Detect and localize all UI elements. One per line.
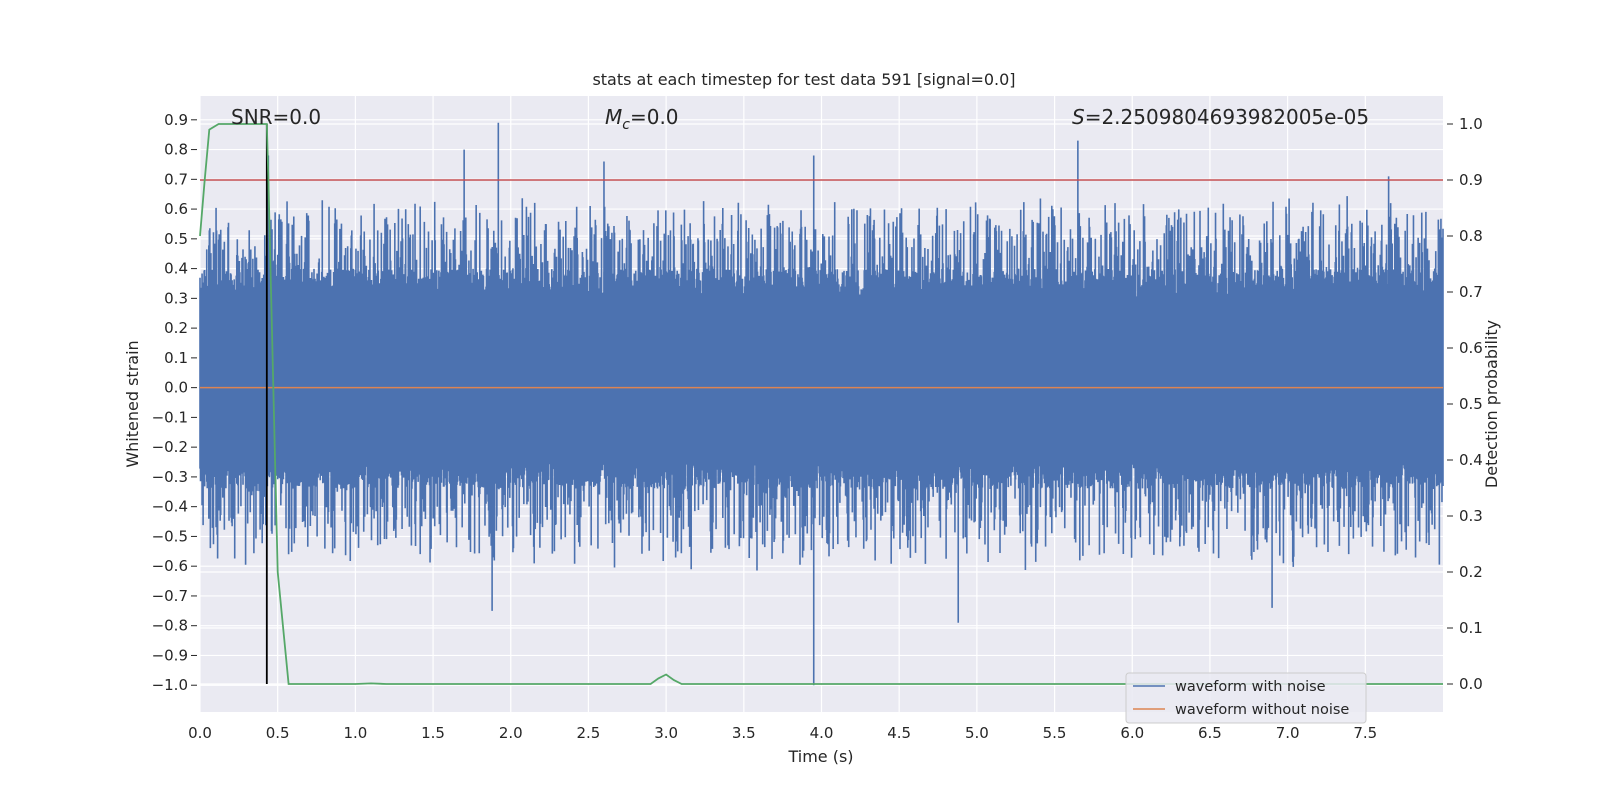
y-left-tick-label: −0.6 [152, 557, 188, 575]
y-left-tick-label: 0.3 [164, 289, 188, 307]
chirp-mass-symbol: M [605, 105, 622, 129]
y-left-tick-label: 0.0 [164, 379, 188, 397]
chirp-mass-annotation: Mc=0.0 [605, 105, 679, 133]
legend-box [1125, 672, 1367, 724]
legend: waveform with noise waveform without noi… [1125, 672, 1367, 724]
y-left-tick-label: −1.0 [152, 676, 188, 694]
x-tick-label: 2.5 [577, 724, 601, 742]
y-left-tick-label: 0.6 [164, 200, 188, 218]
x-tick-label: 7.5 [1353, 724, 1377, 742]
series-detection-probability [199, 123, 1443, 685]
y-left-tick-label: −0.3 [152, 468, 188, 486]
y-left-tick-label: 0.9 [164, 111, 188, 129]
s-symbol: S [1072, 105, 1085, 129]
y-left-tick-label: −0.9 [152, 646, 188, 664]
y-right-tick-label: 0.3 [1459, 507, 1483, 525]
y-right-tick-label: 0.4 [1459, 451, 1483, 469]
y-left-tick-label: −0.7 [152, 587, 188, 605]
y-right-axis-ticks: 1.0 0.9 0.8 0.7 0.6 0.5 0.4 0.3 0.2 0.1 0.0 [1447, 115, 1483, 693]
y-right-tick-label: 0.5 [1459, 395, 1483, 413]
y-left-tick-label: −0.1 [152, 408, 188, 426]
snr-annotation: SNR=0.0 [231, 105, 321, 129]
y-left-axis-label: Whitened strain [123, 340, 142, 467]
y-left-tick-label: 0.8 [164, 141, 188, 159]
s-value: =2.2509804693982005e-05 [1085, 105, 1369, 129]
y-right-tick-label: 0.2 [1459, 563, 1483, 581]
x-tick-label: 5.5 [1043, 724, 1067, 742]
y-left-tick-label: −0.2 [152, 438, 188, 456]
y-right-tick-label: 0.6 [1459, 339, 1483, 357]
y-right-tick-label: 0.8 [1459, 227, 1483, 245]
y-right-tick-label: 0.7 [1459, 283, 1483, 301]
chart-title: stats at each timestep for test data 591… [592, 70, 1015, 89]
x-tick-label: 0.5 [266, 724, 290, 742]
x-tick-label: 4.5 [887, 724, 911, 742]
x-tick-label: 1.0 [343, 724, 367, 742]
y-left-axis-ticks: 0.9 0.8 0.7 0.6 0.5 0.4 0.3 0.2 0.1 0.0 −0.1 −0.2 −0… [152, 111, 197, 694]
y-left-tick-label: 0.7 [164, 170, 188, 188]
y-left-tick-label: 0.5 [164, 230, 188, 248]
s-annotation: S=2.2509804693982005e-05 [1072, 105, 1369, 129]
x-tick-label: 0.0 [188, 724, 212, 742]
legend-label-clean: waveform without noise [1175, 702, 1349, 718]
y-left-tick-label: −0.5 [152, 527, 188, 545]
legend-label-noisy: waveform with noise [1175, 679, 1326, 695]
x-tick-label: 4.0 [810, 724, 834, 742]
y-right-axis-label: Detection probability [1482, 320, 1501, 488]
x-axis-ticks: 0.0 0.5 1.0 1.5 2.0 2.5 3.0 3.5 4.0 4.5 5.0 5.5 6.0 6… [188, 724, 1377, 742]
y-left-tick-label: 0.1 [164, 349, 188, 367]
y-right-tick-label: 0.0 [1459, 675, 1483, 693]
x-tick-label: 6.0 [1120, 724, 1144, 742]
x-tick-label: 7.0 [1276, 724, 1300, 742]
chirp-mass-subscript: c [622, 117, 630, 133]
y-right-tick-label: 0.1 [1459, 619, 1483, 637]
y-left-tick-label: −0.4 [152, 498, 188, 516]
y-left-tick-label: 0.4 [164, 260, 188, 278]
noise-spikes [267, 122, 1390, 686]
y-left-tick-label: −0.8 [152, 617, 188, 635]
x-tick-label: 6.5 [1198, 724, 1222, 742]
x-tick-label: 5.0 [965, 724, 989, 742]
y-right-tick-label: 0.9 [1459, 171, 1483, 189]
x-tick-label: 3.0 [654, 724, 678, 742]
x-tick-label: 3.5 [732, 724, 756, 742]
x-axis-label: Time (s) [787, 747, 853, 766]
y-left-tick-label: 0.2 [164, 319, 188, 337]
y-right-tick-label: 1.0 [1459, 115, 1483, 133]
chirp-mass-value: =0.0 [630, 105, 679, 129]
x-tick-label: 2.0 [499, 724, 523, 742]
x-tick-label: 1.5 [421, 724, 445, 742]
